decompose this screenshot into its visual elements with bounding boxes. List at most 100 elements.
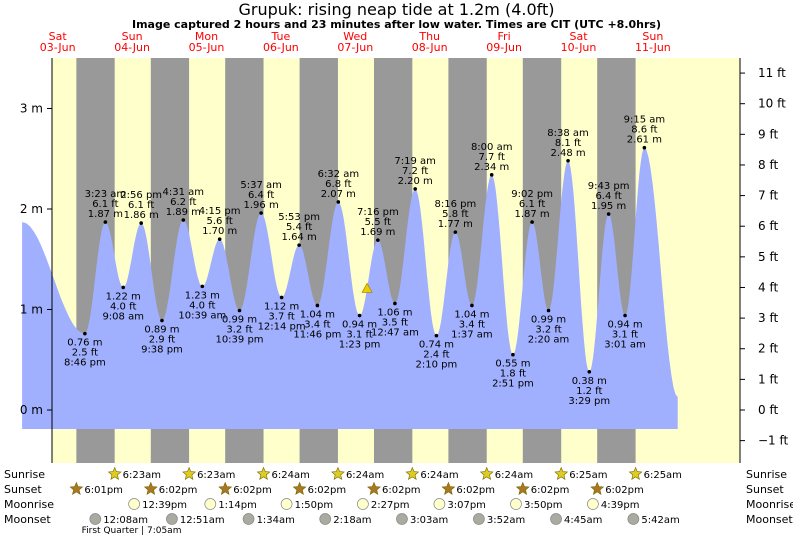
tide-ft-label: 6.2 ft	[170, 197, 196, 208]
tide-ft-label: 7.7 ft	[479, 152, 505, 163]
low-tide-point	[160, 318, 164, 323]
tide-time-label: 6:32 am	[318, 169, 360, 180]
day-date: 09-Jun	[486, 41, 522, 54]
high-tide-point	[336, 200, 341, 204]
tide-ft-label: 3.7 ft	[268, 311, 294, 322]
day-date: 08-Jun	[412, 41, 448, 54]
moonset-time: 1:34am	[257, 515, 295, 526]
tide-time-label: 8:16 pm	[434, 199, 476, 210]
sunset-icon	[69, 481, 84, 495]
tide-time-label: 4:31 am	[163, 187, 205, 198]
tide-time-label: 8:38 am	[547, 128, 589, 139]
sunset-time: 6:02pm	[233, 485, 272, 496]
day-name: Sat	[49, 30, 68, 43]
moonset-icon	[319, 513, 332, 525]
tide-time-label: 7:19 am	[394, 156, 436, 167]
low-tide-point	[470, 303, 474, 308]
day-date: 11-Jun	[635, 41, 671, 54]
tide-ft-label: 3.1 ft	[612, 330, 638, 341]
tide-time-label: 11:46 pm	[293, 329, 341, 340]
tide-m-label: 2.48 m	[550, 148, 585, 159]
tide-ft-label: 4.0 ft	[189, 300, 215, 311]
low-tide-point	[511, 352, 515, 357]
moonset-icon	[473, 513, 485, 525]
tide-m-label: 0.94 m	[607, 320, 642, 331]
high-tide-point	[259, 211, 263, 215]
tide-ft-label: 5.4 ft	[286, 222, 312, 233]
tide-ft-label: 2.9 ft	[149, 335, 175, 346]
moonrise-icon	[587, 498, 599, 510]
day-name: Thu	[418, 30, 440, 43]
tide-m-label: 1.12 m	[264, 301, 299, 312]
tide-m-label: 1.87 m	[88, 209, 123, 220]
tide-time-label: 12:14 pm	[258, 321, 306, 332]
sunrise-time: 6:25am	[569, 470, 607, 481]
left-axis-tick-label: 1 m	[20, 303, 43, 317]
high-tide-point	[530, 220, 534, 224]
tide-time-label: 3:01 am	[604, 340, 646, 351]
moonset-time: 3:03am	[410, 515, 448, 526]
tide-time-label: 2:56 pm	[120, 190, 162, 201]
right-axis-tick-label: 3 ft	[758, 311, 778, 325]
moonrise-time: 4:39pm	[601, 500, 640, 511]
tide-m-label: 1.23 m	[185, 290, 220, 301]
tide-m-label: 1.22 m	[106, 291, 141, 302]
tide-m-label: 0.99 m	[531, 315, 566, 326]
moonrise-time: 1:14pm	[218, 500, 257, 511]
tide-ft-label: 3.4 ft	[459, 319, 485, 330]
day-date: 04-Jun	[114, 41, 150, 54]
tide-m-label: 1.95 m	[591, 201, 626, 212]
sunset-icon	[515, 481, 530, 495]
tide-m-label: 2.07 m	[321, 189, 356, 200]
moonset-icon	[550, 513, 562, 525]
high-tide-point	[376, 238, 380, 242]
chart-subtitle: Image captured 2 hours and 23 minutes af…	[131, 18, 661, 31]
moonset-icon	[396, 513, 408, 525]
left-axis-tick-label: 2 m	[20, 202, 43, 216]
right-axis-tick-label: 7 ft	[758, 189, 778, 203]
moonrise-icon	[128, 498, 140, 510]
sunrise-row-label-right: Sunrise	[746, 468, 787, 481]
tide-time-label: 4:15 pm	[199, 206, 241, 217]
tide-m-label: 1.04 m	[454, 309, 489, 320]
sunset-icon	[441, 481, 456, 495]
tide-ft-label: 7.2 ft	[402, 166, 428, 177]
tide-time-label: 5:53 pm	[278, 212, 320, 223]
sunrise-row-label-left: Sunrise	[4, 468, 45, 481]
sunset-time: 6:02pm	[456, 485, 495, 496]
high-tide-point	[453, 230, 458, 234]
moonrise-icon	[510, 498, 522, 510]
sunset-time: 6:02pm	[531, 485, 570, 496]
sunrise-icon	[107, 466, 122, 480]
tide-m-label: 0.76 m	[67, 338, 102, 349]
tide-m-label: 1.87 m	[514, 209, 549, 220]
tide-m-label: 2.20 m	[398, 176, 433, 187]
moonrise-icon	[280, 498, 293, 510]
low-tide-point	[587, 370, 592, 374]
sunset-time: 6:02pm	[308, 485, 347, 496]
tide-time-label: 9:08 am	[102, 311, 144, 322]
tide-m-label: 1.04 m	[300, 309, 335, 320]
sunset-time: 6:02pm	[159, 485, 198, 496]
moonrise-icon	[357, 498, 369, 510]
moonrise-row-label-right: Moonrise	[746, 498, 793, 511]
left-axis-tick-label: 0 m	[20, 403, 43, 417]
low-tide-point	[237, 308, 242, 313]
sunset-icon	[143, 481, 158, 495]
sunrise-icon	[331, 466, 345, 480]
moonset-icon	[166, 513, 178, 525]
tide-ft-label: 5.6 ft	[206, 216, 232, 227]
tide-m-label: 1.89 m	[166, 207, 201, 218]
day-name: Sun	[642, 30, 663, 43]
tide-ft-label: 5.5 ft	[365, 217, 391, 228]
tide-time-label: 7:16 pm	[357, 207, 399, 218]
moonset-icon	[242, 513, 255, 525]
moonset-row-label-left: Moonset	[4, 513, 51, 526]
right-axis-tick-label: −1 ft	[758, 434, 789, 448]
tide-time-label: 2:10 pm	[416, 360, 458, 371]
tide-time-label: 8:00 am	[471, 142, 513, 153]
sunset-time: 6:02pm	[605, 485, 644, 496]
sunrise-time: 6:24am	[495, 470, 533, 481]
tide-time-label: 9:38 pm	[141, 345, 183, 356]
